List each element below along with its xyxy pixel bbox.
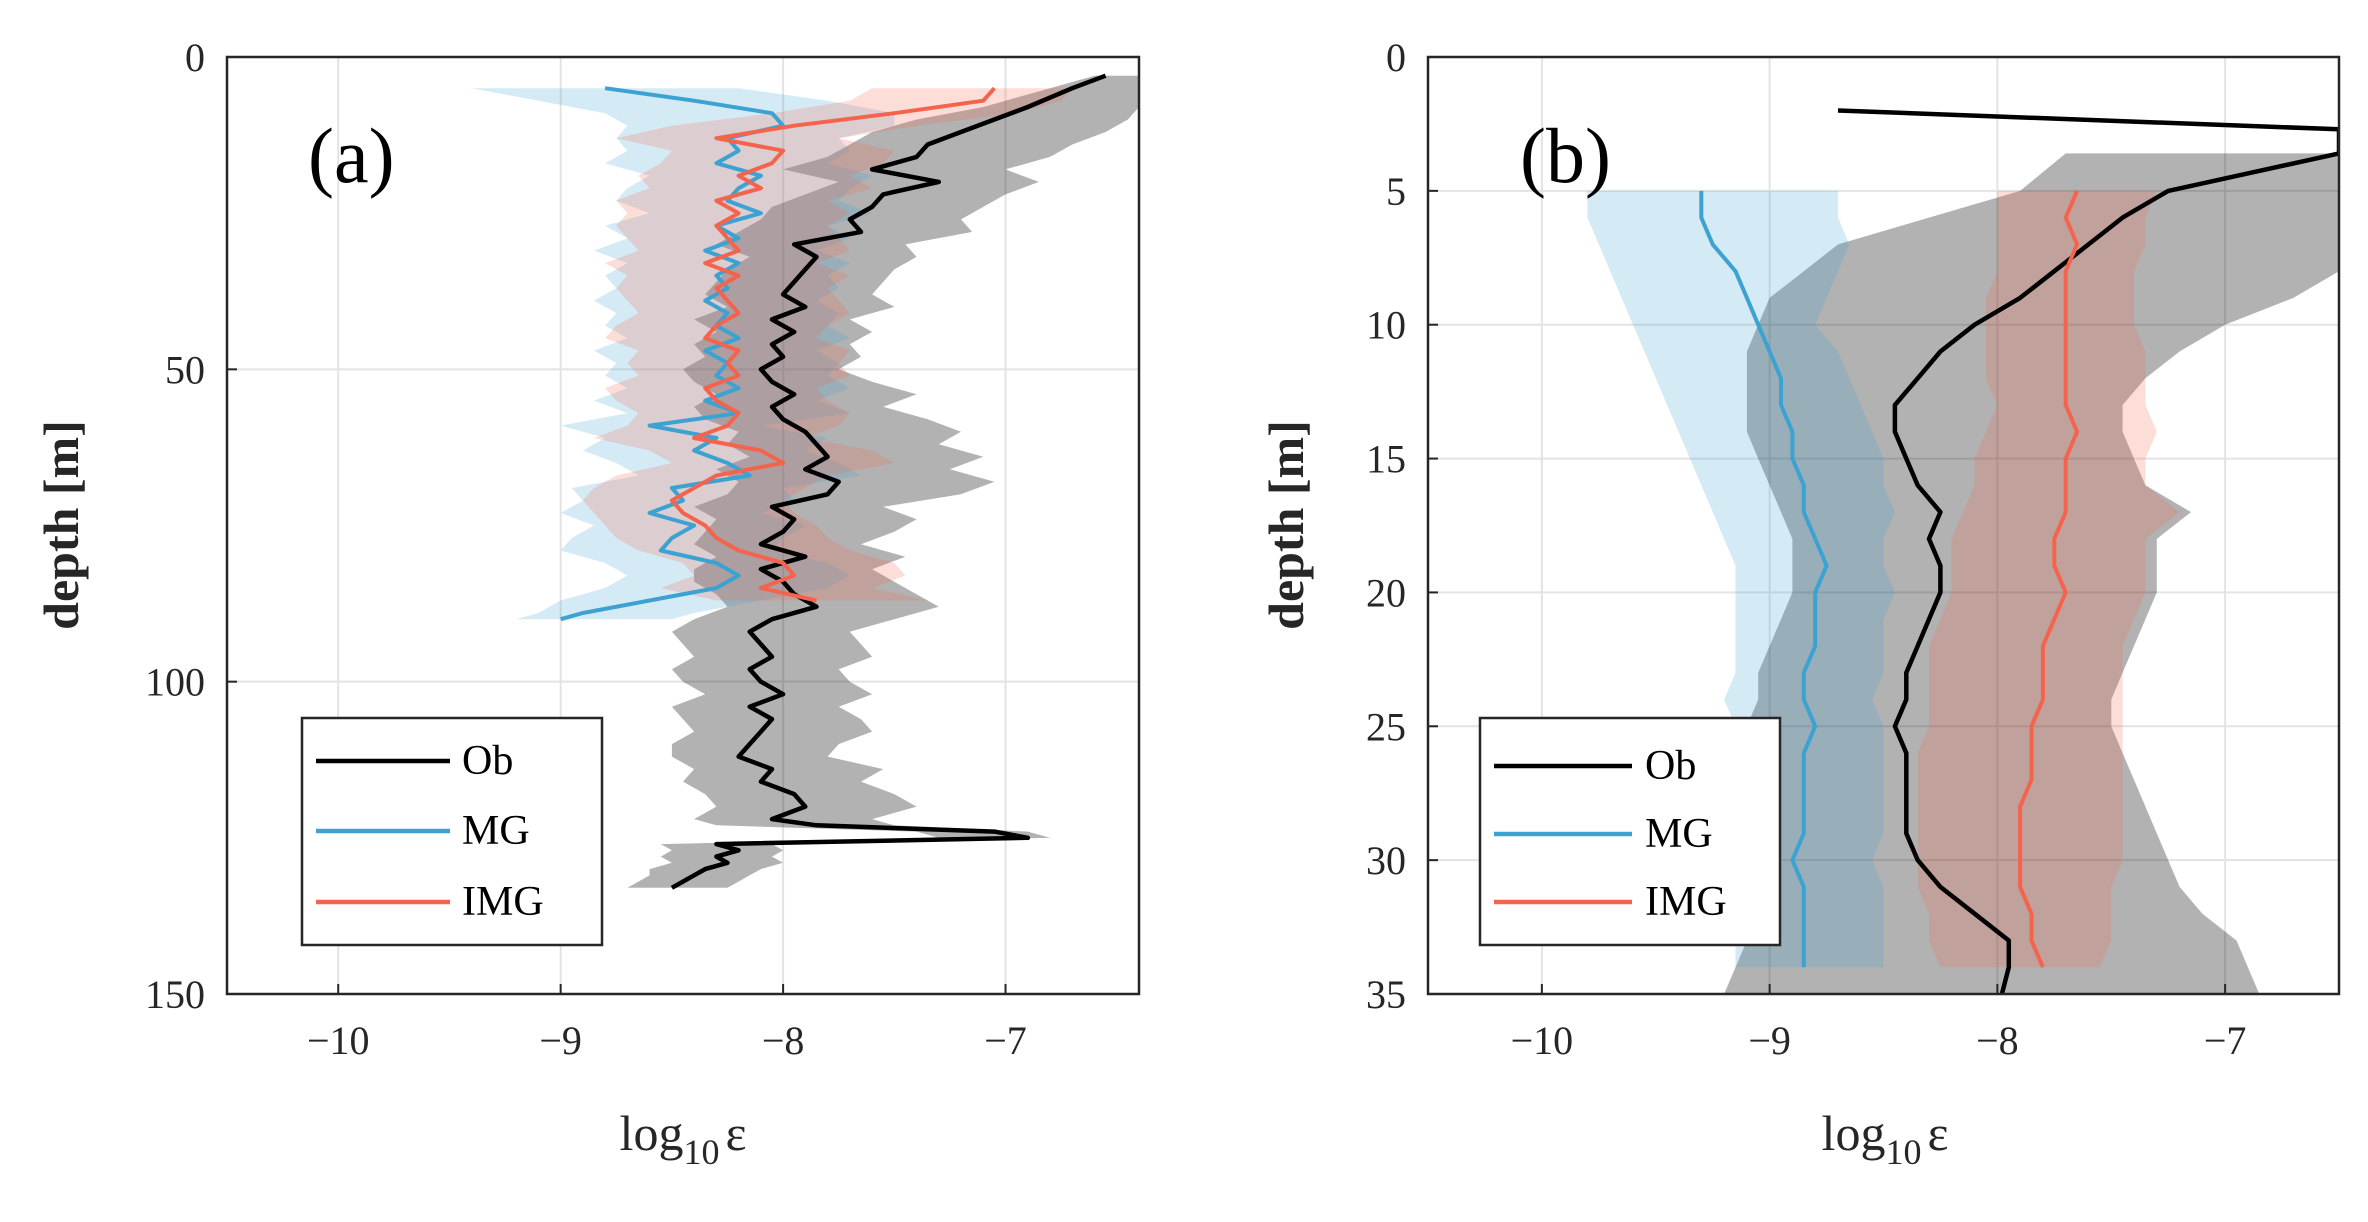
panel-a-label: (a) [308, 112, 395, 199]
panel-b-xtick-label-2: −8 [1976, 1018, 2019, 1063]
panel-b-axes-box [1426, 55, 2341, 996]
panel-a-band-ob [627, 75, 1139, 888]
legend-a-label-mg: MG [462, 808, 530, 854]
panel-a-band-mg [471, 88, 895, 620]
panel-b-line-img [2018, 190, 2080, 968]
panel-b-line-mg [1699, 190, 1829, 968]
panel-b-ytick-label-1: 5 [1386, 169, 1406, 214]
panel-b-xtick-label-0: −10 [1511, 1018, 1574, 1063]
panel-a: −10 −9 −8 −7 0 50 100 150 (a) depth [m] log10 ε… [33, 35, 1141, 1172]
panel-b-ytick-label-5: 25 [1366, 704, 1406, 749]
panel-b-ytick-label-4: 20 [1366, 570, 1406, 615]
panel-a-ytick-label-2: 100 [145, 660, 205, 705]
panel-a-ytick-label-1: 50 [165, 347, 205, 392]
panel-b-yticks: 0 5 10 15 20 25 30 35 [1366, 35, 1438, 1017]
legend-b-label-mg: MG [1645, 811, 1713, 857]
panel-b-ylabel: depth [m] [1258, 420, 1314, 630]
panel-a-xtick-label-3: −7 [984, 1018, 1027, 1063]
panel-a-axes-box [225, 55, 1141, 996]
panel-b-ytick-label-0: 0 [1386, 35, 1406, 80]
legend-a-label-img: IMG [462, 879, 544, 925]
panel-b-ytick-label-3: 15 [1366, 437, 1406, 482]
panel-a-bands [471, 75, 1139, 888]
panel-b-xtick-label-3: −7 [2204, 1018, 2247, 1063]
legend-b-label-ob: Ob [1645, 743, 1696, 789]
panel-b-xtick-label-1: −9 [1748, 1018, 1791, 1063]
panel-a-ytick-label-3: 150 [145, 972, 205, 1017]
panel-a-xlabel: log10 ε [620, 1105, 747, 1172]
legend-a-label-ob: Ob [462, 738, 513, 784]
panel-b-bands [1587, 153, 2339, 994]
panel-b: −10 −9 −8 −7 0 5 10 15 20 25 30 35 (b) depth [m] l… [1258, 35, 2341, 1172]
panel-b-band-mg [1587, 190, 1895, 968]
panel-b-band-ob [1724, 153, 2339, 994]
panel-b-ytick-label-7: 35 [1366, 972, 1406, 1017]
panel-b-band-img [1917, 190, 2180, 968]
panel-b-xlabel: log10 ε [1822, 1105, 1949, 1172]
panel-a-line-ob [670, 73, 1107, 890]
panel-b-ytick-label-2: 10 [1366, 303, 1406, 348]
legend-b-label-img: IMG [1645, 879, 1727, 925]
panel-a-xtick-label-1: −9 [539, 1018, 582, 1063]
panel-a-xtick-label-0: −10 [307, 1018, 370, 1063]
panel-b-lines [1699, 108, 2339, 994]
panel-a-xtick-label-2: −8 [762, 1018, 805, 1063]
panel-a-yticks: 0 50 100 150 [145, 35, 237, 1017]
panel-b-ytick-label-6: 30 [1366, 838, 1406, 883]
panel-a-lines [560, 73, 1107, 890]
panel-a-band-img [582, 88, 1073, 601]
panel-a-ylabel: depth [m] [33, 420, 89, 630]
panel-b-legend: Ob MG IMG [1478, 716, 1782, 947]
panel-a-legend: Ob MG IMG [300, 716, 604, 947]
panel-a-line-mg [560, 86, 786, 622]
panel-b-label: (b) [1520, 112, 1611, 199]
panel-a-line-img [669, 86, 996, 603]
panel-a-ytick-label-0: 0 [185, 35, 205, 80]
panel-a-xticks: −10 −9 −8 −7 [307, 984, 1027, 1063]
panel-b-xticks: −10 −9 −8 −7 [1511, 984, 2247, 1063]
